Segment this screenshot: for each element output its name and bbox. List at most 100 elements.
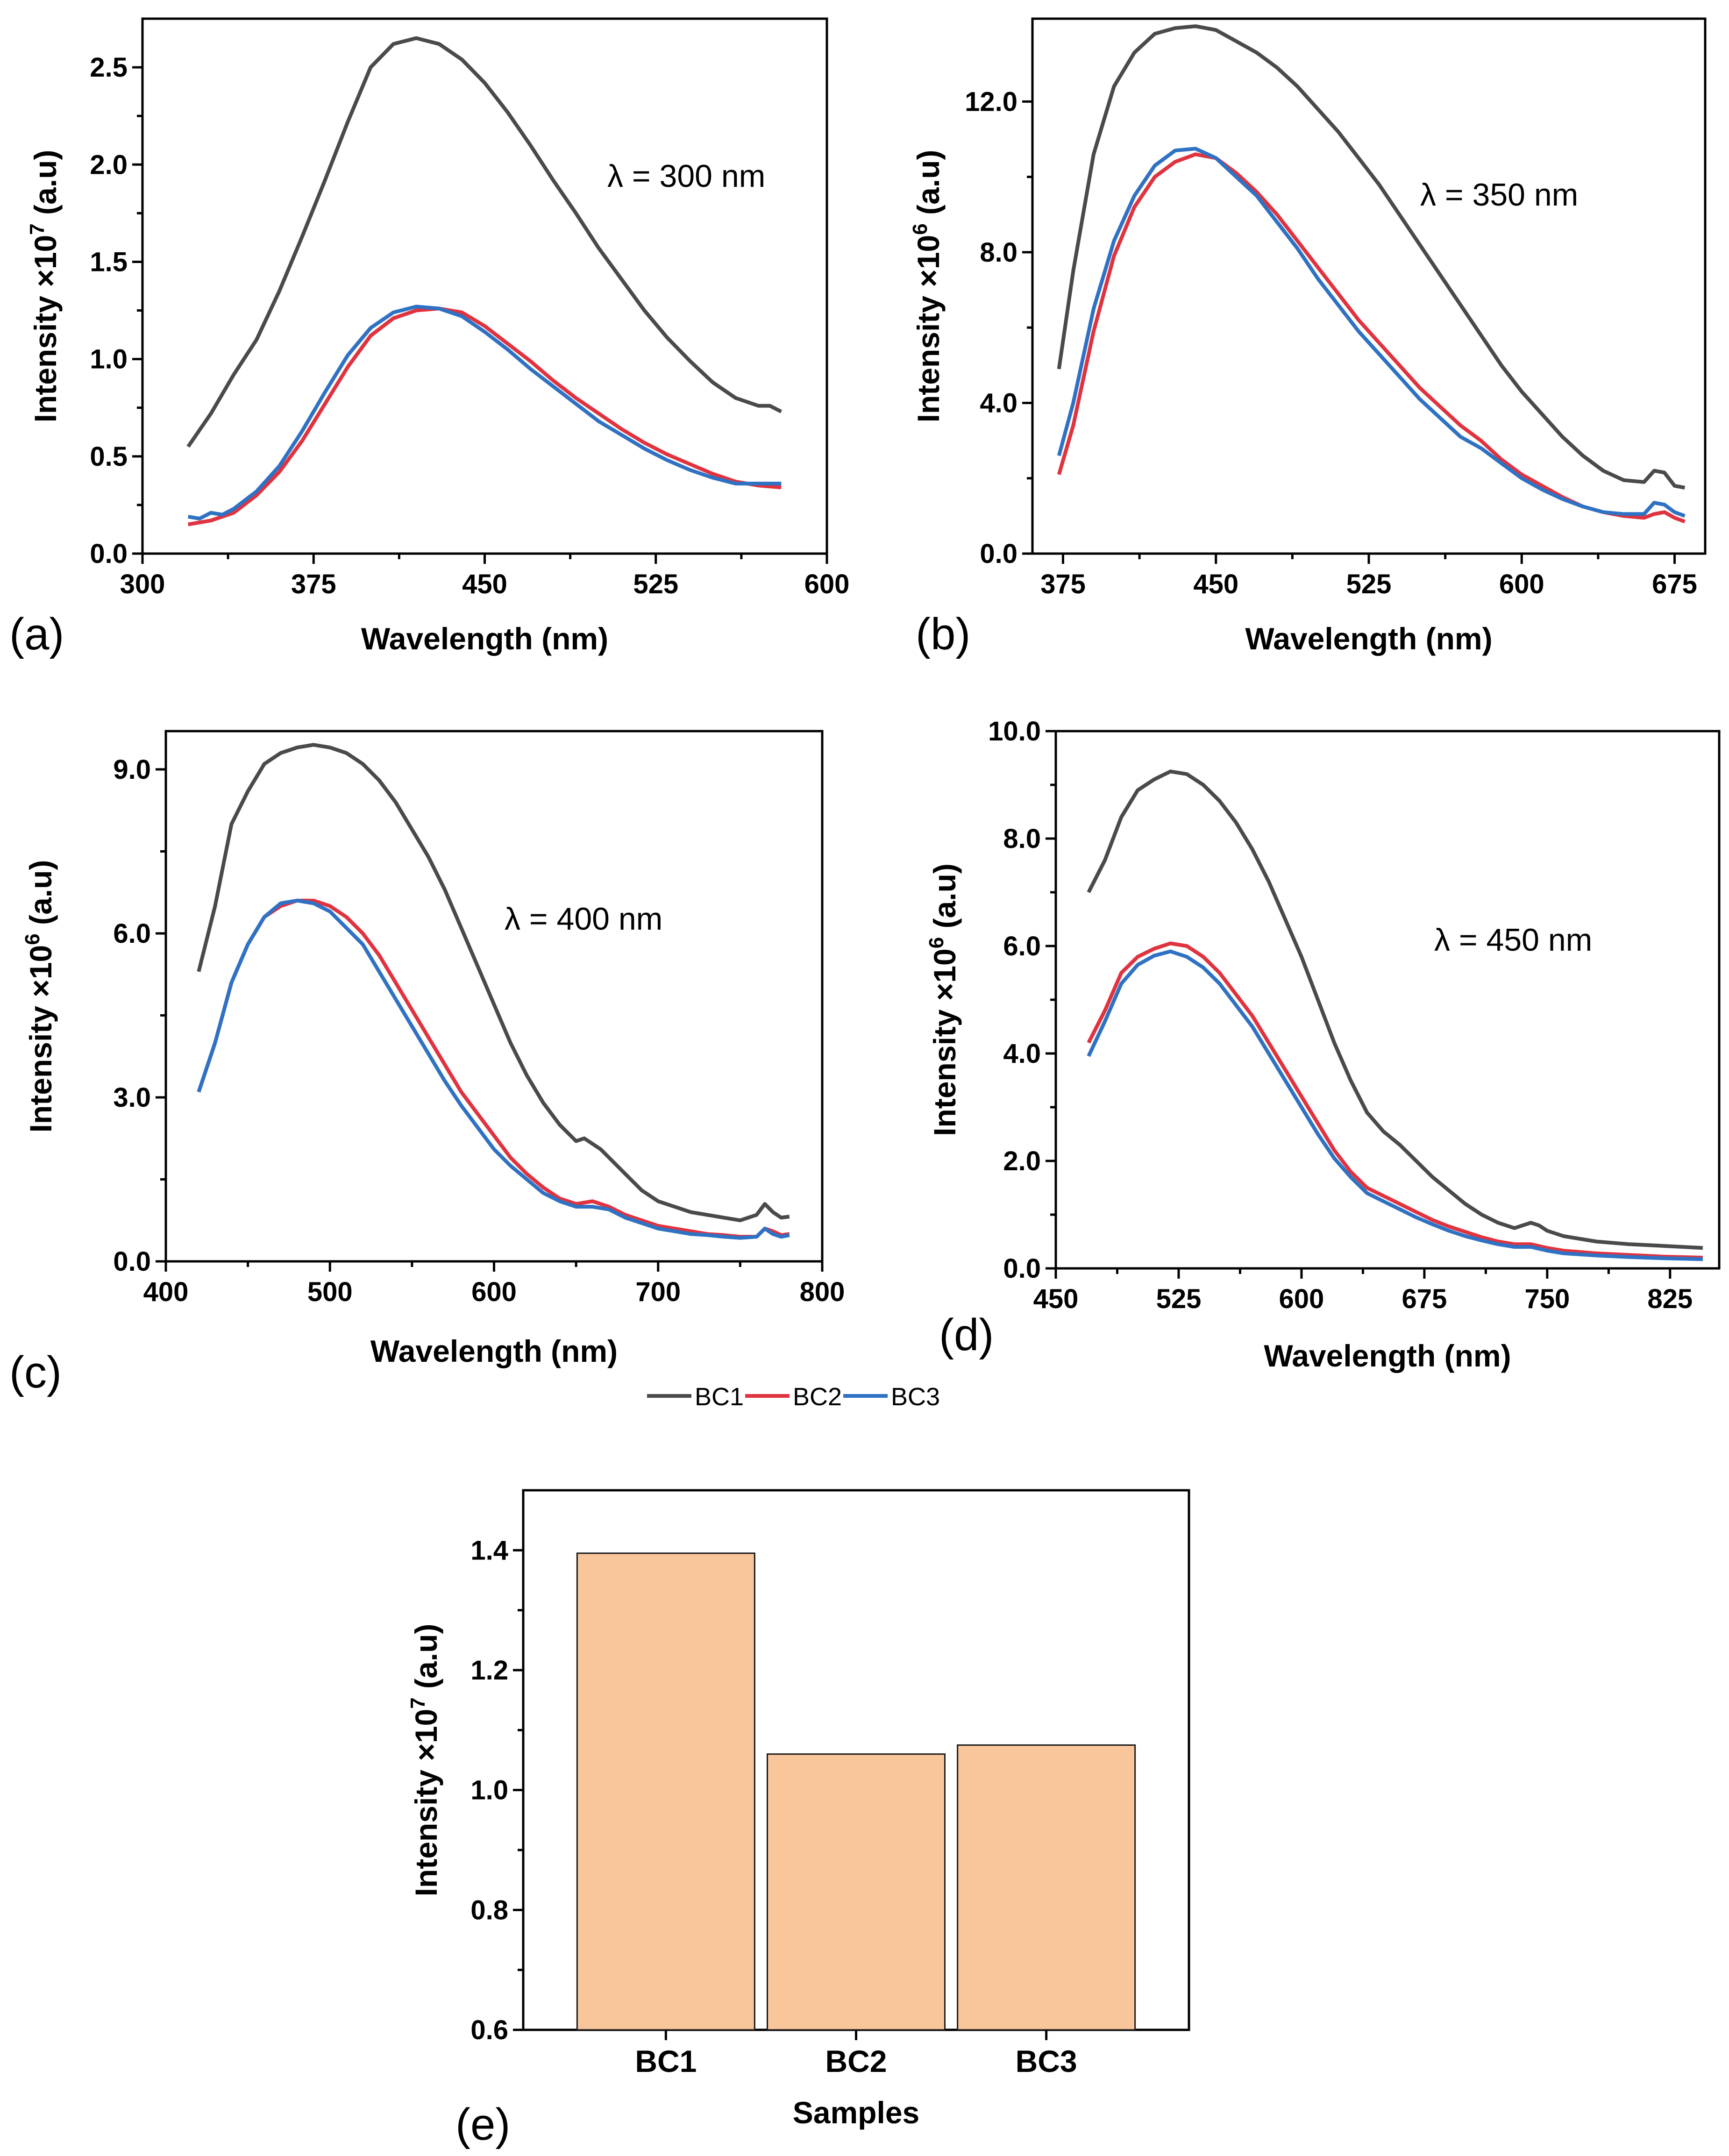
bar-bc2 — [767, 1753, 946, 2031]
panel-label: (b) — [916, 609, 970, 659]
bar-bc1 — [576, 1552, 755, 2031]
x-tick-label: 700 — [635, 1277, 681, 1307]
x-tick-label: 375 — [291, 569, 336, 599]
x-tick-label: 450 — [1033, 1284, 1079, 1314]
x-tick-label: 525 — [1156, 1284, 1202, 1314]
series-line-bc1 — [1057, 24, 1686, 490]
x-tick-label: 450 — [462, 569, 507, 599]
y-axis-title-unit: (a.u) — [23, 860, 58, 934]
plot-frame — [1054, 730, 1721, 1270]
y-tick-label: 1.4 — [470, 1535, 508, 1565]
series-line-bc1 — [1087, 769, 1703, 1250]
series-line-bc2 — [1057, 152, 1686, 524]
y-tick-label: 2.5 — [90, 52, 128, 83]
y-tick-label: 6.0 — [1003, 931, 1041, 961]
y-tick-label: 10.0 — [988, 716, 1041, 747]
y-tick-label: 0.0 — [113, 1246, 151, 1277]
y-axis-title: Intensity ×107 (a.u) — [26, 150, 63, 423]
series-line-bc3 — [1087, 949, 1703, 1261]
panel-label: (e) — [455, 2099, 510, 2149]
y-tick-label: 8.0 — [980, 237, 1017, 268]
x-tick-label: 500 — [307, 1277, 353, 1307]
y-tick-label: 0.5 — [90, 441, 128, 472]
series-line-bc3 — [197, 898, 790, 1240]
panel-e: 0.6 0.8 1.0 1.2 1.4 Intensity ×107 (a.u) BC1 BC… — [406, 1489, 1190, 2149]
panel-label: (d) — [939, 1310, 994, 1360]
x-tick-label: 525 — [633, 569, 678, 599]
x-tick-label: 675 — [1652, 569, 1697, 599]
y-axis-title-main: Intensity ×10 — [409, 1709, 443, 1897]
panel-label: (a) — [9, 609, 64, 659]
excitation-annotation: λ = 300 nm — [607, 158, 765, 194]
y-tick-label: 0.6 — [470, 2015, 508, 2045]
x-axis-title: Samples — [793, 2095, 919, 2130]
y-tick-label: 12.0 — [965, 86, 1017, 117]
plot-frame — [164, 730, 824, 1263]
y-tick-label: 1.2 — [470, 1655, 508, 1686]
y-axis-title-main: Intensity ×10 — [28, 235, 63, 423]
x-tick-label: 675 — [1402, 1284, 1447, 1314]
y-axis-title-unit: (a.u) — [911, 150, 946, 224]
x-axis-title: Wavelength (nm) — [1264, 1338, 1511, 1373]
y-axis-title-main: Intensity ×10 — [911, 235, 946, 423]
x-axis-title: Wavelength (nm) — [370, 1334, 618, 1368]
x-category-label: BC2 — [825, 2044, 887, 2078]
x-tick-label: 825 — [1647, 1284, 1693, 1314]
panel-a: 0.0 0.5 1.0 1.5 2.0 2.5 Intensity ×107 (a.u) 30… — [9, 17, 850, 659]
legend-label-bc2: BC2 — [793, 1383, 842, 1411]
excitation-annotation: λ = 350 nm — [1420, 177, 1578, 213]
y-tick-label: 6.0 — [113, 918, 151, 949]
bar-bc3 — [957, 1744, 1136, 2031]
x-tick-label: 800 — [800, 1277, 845, 1307]
y-axis-title-exponent: 7 — [26, 223, 49, 235]
y-axis-title: Intensity ×106 (a.u) — [925, 863, 962, 1136]
y-axis-title-main: Intensity ×10 — [23, 945, 58, 1133]
x-tick-label: 400 — [143, 1277, 189, 1307]
series-line-bc3 — [1057, 147, 1686, 518]
x-category-label: BC1 — [635, 2044, 697, 2078]
plot-frame — [141, 17, 828, 555]
excitation-annotation: λ = 400 nm — [505, 901, 662, 937]
series-line-bc2 — [1087, 941, 1703, 1259]
series-line-bc1 — [197, 743, 790, 1223]
series-line-bc2 — [197, 898, 790, 1239]
y-axis-title-exponent: 6 — [925, 937, 948, 948]
y-tick-label: 2.0 — [90, 149, 128, 180]
y-tick-label: 1.5 — [90, 247, 128, 277]
x-tick-label: 600 — [1499, 569, 1544, 599]
x-tick-label: 300 — [120, 569, 165, 599]
y-tick-label: 1.0 — [90, 344, 128, 375]
y-tick-label: 0.0 — [1003, 1253, 1041, 1284]
legend: BC1 BC2 BC3 — [647, 1383, 940, 1411]
y-tick-label: 9.0 — [113, 754, 151, 785]
y-axis-title: Intensity ×107 (a.u) — [406, 1624, 443, 1897]
y-tick-label: 1.0 — [470, 1775, 508, 1806]
x-tick-label: 600 — [1279, 1284, 1324, 1314]
y-tick-label: 8.0 — [1003, 824, 1041, 854]
x-axis-title: Wavelength (nm) — [1245, 621, 1492, 656]
y-axis-title-main: Intensity ×10 — [927, 948, 962, 1136]
series-line-bc1 — [186, 36, 783, 448]
x-axis-title: Wavelength (nm) — [361, 621, 608, 656]
y-tick-label: 2.0 — [1003, 1146, 1041, 1176]
y-tick-label: 0.0 — [980, 539, 1017, 569]
y-axis-title-unit: (a.u) — [927, 863, 962, 937]
x-tick-label: 600 — [804, 569, 850, 599]
plot-frame — [1031, 17, 1707, 555]
excitation-annotation: λ = 450 nm — [1434, 922, 1592, 958]
panel-b: 0.0 4.0 8.0 12.0 Intensity ×106 (a.u) 375 450 5… — [909, 17, 1707, 659]
x-category-label: BC3 — [1016, 2044, 1077, 2078]
y-axis-title-exponent: 6 — [21, 933, 44, 945]
y-axis-title-unit: (a.u) — [28, 150, 63, 224]
y-tick-label: 3.0 — [113, 1082, 151, 1113]
y-axis-title: Intensity ×106 (a.u) — [909, 150, 946, 423]
x-tick-label: 375 — [1040, 569, 1086, 599]
x-tick-label: 450 — [1193, 569, 1238, 599]
y-axis-title-exponent: 6 — [909, 223, 932, 235]
y-tick-label: 0.0 — [90, 539, 128, 569]
y-tick-label: 4.0 — [1003, 1039, 1041, 1069]
y-tick-label: 0.8 — [470, 1895, 508, 1925]
legend-label-bc3: BC3 — [891, 1383, 940, 1411]
legend-label-bc1: BC1 — [695, 1383, 744, 1411]
